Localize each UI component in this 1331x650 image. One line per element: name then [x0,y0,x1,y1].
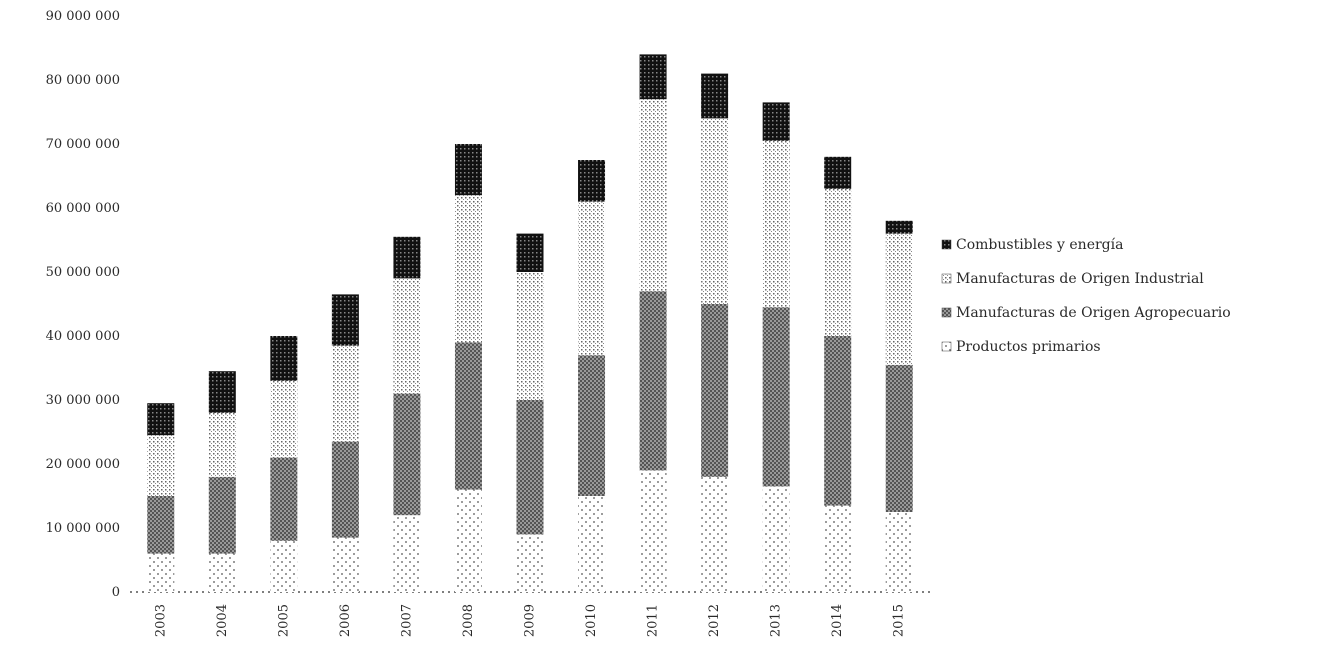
legend-swatch [941,307,952,318]
bar-segment [147,403,175,436]
axis-layer: 0 10 000 000 20 000 000 30 000 000 40 000 00… [46,9,930,637]
x-tick-label: 2013 [769,604,784,637]
bars-layer [147,54,913,592]
bar-segment [208,371,236,413]
bar-segment [701,304,729,477]
bar-segment [516,534,544,592]
bar-segment [639,54,667,100]
bar-segment [208,412,236,477]
bar-segment [824,188,852,336]
bar-segment [824,336,852,506]
bar-segment [331,345,359,442]
x-tick-label: 2009 [523,604,538,637]
bar-segment [578,355,606,496]
legend-label: Combustibles y energía [956,237,1123,253]
bar-segment [578,201,606,356]
y-tick-label: 0 [112,585,120,600]
y-tick-label: 50 000 000 [46,265,120,280]
bar-segment [270,540,298,592]
y-tick-label: 30 000 000 [46,393,120,408]
y-tick-label: 10 000 000 [46,521,120,536]
bar-segment [454,144,482,196]
y-tick-label: 90 000 000 [46,9,120,24]
bar-segment [393,515,421,592]
x-tick-label: 2008 [461,604,476,637]
x-tick-label: 2004 [215,604,230,637]
x-tick-label: 2015 [892,604,907,637]
x-tick-label: 2003 [153,604,168,637]
bar-segment [762,486,790,592]
x-tick-label: 2006 [338,604,353,637]
x-tick-label: 2011 [646,604,661,637]
bar-segment [516,233,544,272]
bar-segment [885,512,913,592]
bar-segment [516,272,544,400]
bar-segment [824,156,852,189]
bar-segment [885,233,913,365]
legend-label: Manufacturas de Origen Industrial [956,271,1204,287]
x-tick-label: 2010 [584,604,599,637]
legend: Combustibles y energía Manufacturas de Or… [941,237,1231,355]
y-tick-label: 70 000 000 [46,137,120,152]
bar-segment [454,489,482,592]
bar-segment [824,505,852,592]
bar-segment [147,496,175,554]
bar-segment [701,476,729,592]
bar-segment [208,553,236,592]
x-tick-label: 2005 [276,604,291,637]
bar-segment [762,102,790,141]
legend-label: Productos primarios [956,339,1101,355]
bar-segment [393,393,421,516]
bar-segment [885,364,913,512]
bar-segment [639,99,667,292]
x-tick-label: 2007 [399,604,414,637]
bar-segment [762,307,790,487]
bar-segment [393,278,421,394]
bar-segment [331,294,359,346]
bar-segment [270,380,298,458]
bar-segment [516,400,544,535]
legend-label: Manufacturas de Origen Agropecuario [956,305,1231,321]
bar-segment [639,470,667,592]
bar-segment [147,553,175,592]
bar-segment [885,220,913,234]
x-tick-label: 2012 [707,604,722,637]
bar-segment [331,537,359,592]
y-tick-label: 60 000 000 [46,201,120,216]
bar-segment [578,496,606,592]
x-tick-label: 2014 [830,604,845,637]
bar-segment [147,435,175,496]
y-tick-label: 80 000 000 [46,73,120,88]
bar-segment [454,195,482,343]
bar-segment [639,291,667,471]
bar-segment [701,73,729,119]
bar-segment [393,236,421,279]
y-tick-label: 20 000 000 [46,457,120,472]
legend-swatch [941,273,952,284]
bar-segment [454,342,482,490]
bar-segment [578,160,606,202]
bar-segment [701,118,729,305]
bar-segment [208,476,236,554]
legend-swatch [941,239,952,250]
bar-segment [270,457,298,541]
y-tick-label: 40 000 000 [46,329,120,344]
bar-segment [331,441,359,538]
legend-swatch [941,341,952,352]
bar-segment [270,336,298,381]
bar-segment [762,140,790,308]
